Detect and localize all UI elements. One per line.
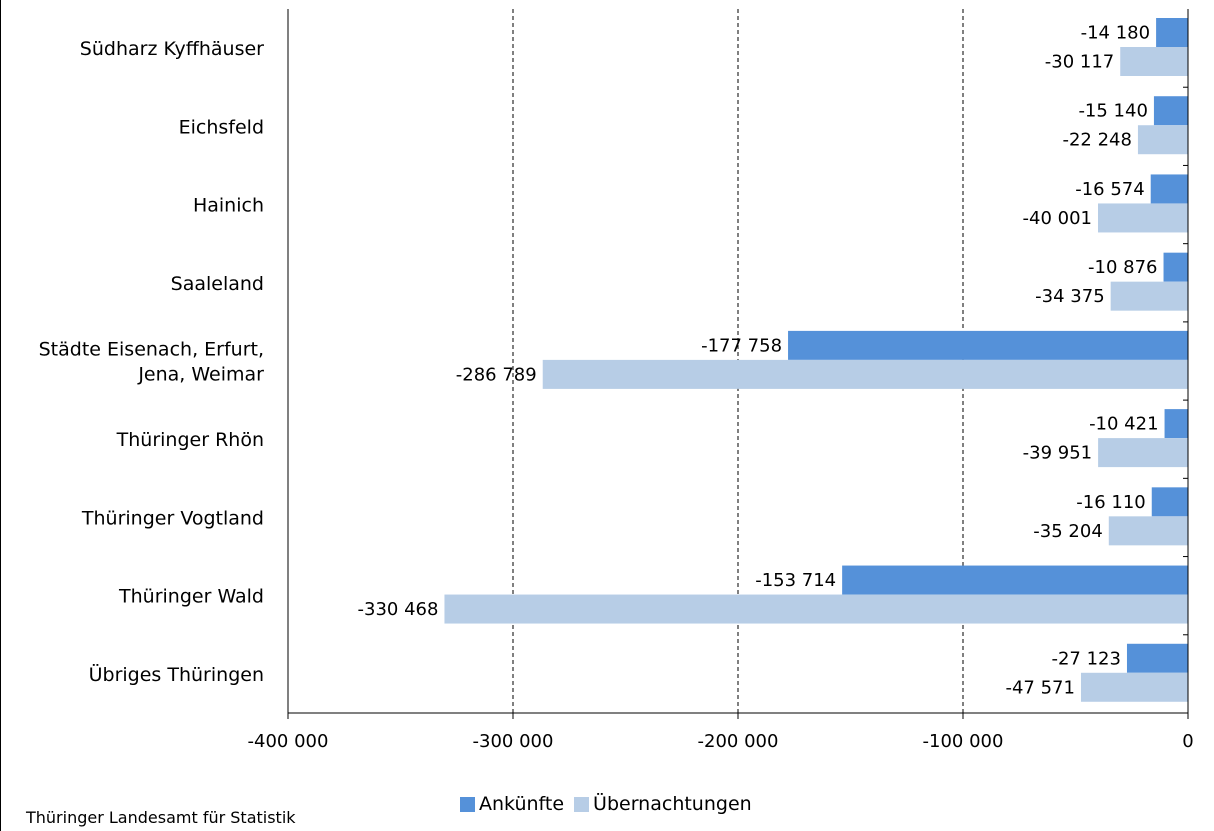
data-label: -330 468 xyxy=(358,599,439,620)
bar-ankuenfte xyxy=(1163,252,1188,282)
bar-uebernachtungen xyxy=(1097,203,1188,233)
data-label: -40 001 xyxy=(1023,208,1092,229)
bar-uebernachtungen xyxy=(1098,438,1188,468)
data-label: -47 571 xyxy=(1005,677,1074,698)
bar-uebernachtungen xyxy=(1137,125,1188,155)
category-label: Thüringer Wald xyxy=(118,586,264,608)
legend: Ankünfte Übernachtungen xyxy=(460,793,752,815)
data-label: -16 110 xyxy=(1076,492,1145,513)
data-label: -16 574 xyxy=(1075,179,1144,200)
category-label: Hainich xyxy=(193,195,264,217)
data-label: -10 876 xyxy=(1088,257,1157,278)
bar-uebernachtungen xyxy=(444,594,1188,624)
data-label: -35 204 xyxy=(1033,521,1102,542)
bar-ankuenfte xyxy=(1126,643,1188,673)
legend-label-uebernachtungen: Übernachtungen xyxy=(593,793,752,815)
data-label: -22 248 xyxy=(1062,130,1131,151)
category-label: Thüringer Rhön xyxy=(116,429,264,451)
bar-uebernachtungen xyxy=(1080,672,1188,702)
source-note: Thüringer Landesamt für Statistik xyxy=(26,808,296,827)
legend-item-ankuenfte: Ankünfte xyxy=(460,793,564,815)
category-label: Übriges Thüringen xyxy=(89,663,264,686)
legend-swatch-ankuenfte xyxy=(460,796,475,812)
legend-swatch-uebernachtungen xyxy=(574,796,590,812)
legend-item-uebernachtungen: Übernachtungen xyxy=(574,793,752,815)
data-label: -286 789 xyxy=(456,364,537,385)
data-label: -34 375 xyxy=(1035,286,1104,307)
data-label: -177 758 xyxy=(701,335,782,356)
bar-uebernachtungen xyxy=(542,359,1188,389)
data-label: -14 180 xyxy=(1081,23,1150,44)
bar-ankuenfte xyxy=(1151,487,1188,517)
bar-ankuenfte xyxy=(788,330,1188,360)
bar-ankuenfte xyxy=(1156,18,1188,47)
category-label: Südharz Kyffhäuser xyxy=(80,38,264,60)
legend-label-ankuenfte: Ankünfte xyxy=(479,793,565,815)
data-label: -15 140 xyxy=(1078,101,1147,122)
bar-chart: -14 180 -30 117 Südharz Kyffhäuser -15 140 -… xyxy=(39,9,1194,752)
category-label: Städte Eisenach, Erfurt, xyxy=(39,339,264,361)
bar-uebernachtungen xyxy=(1120,47,1188,76)
bar-uebernachtungen xyxy=(1108,516,1188,546)
category-label: Eichsfeld xyxy=(179,116,264,138)
data-label: -153 714 xyxy=(755,570,836,591)
x-tick-label: -400 000 xyxy=(248,731,329,752)
bar-ankuenfte xyxy=(1153,96,1188,126)
bar-ankuenfte xyxy=(842,565,1188,595)
category-label: Saaleland xyxy=(171,273,264,295)
category-label: Jena, Weimar xyxy=(137,364,264,386)
x-tick-label: -200 000 xyxy=(698,731,779,752)
bar-ankuenfte xyxy=(1164,409,1188,439)
bar-ankuenfte xyxy=(1150,174,1188,204)
x-tick-label: -300 000 xyxy=(473,731,554,752)
data-label: -10 421 xyxy=(1089,414,1158,435)
data-label: -27 123 xyxy=(1051,648,1120,669)
x-tick-label: -100 000 xyxy=(923,731,1004,752)
data-label: -39 951 xyxy=(1023,443,1092,464)
category-label: Thüringer Vogtland xyxy=(81,507,264,529)
x-tick-label: 0 xyxy=(1182,731,1193,752)
bar-uebernachtungen xyxy=(1110,281,1188,311)
data-label: -30 117 xyxy=(1045,52,1114,73)
